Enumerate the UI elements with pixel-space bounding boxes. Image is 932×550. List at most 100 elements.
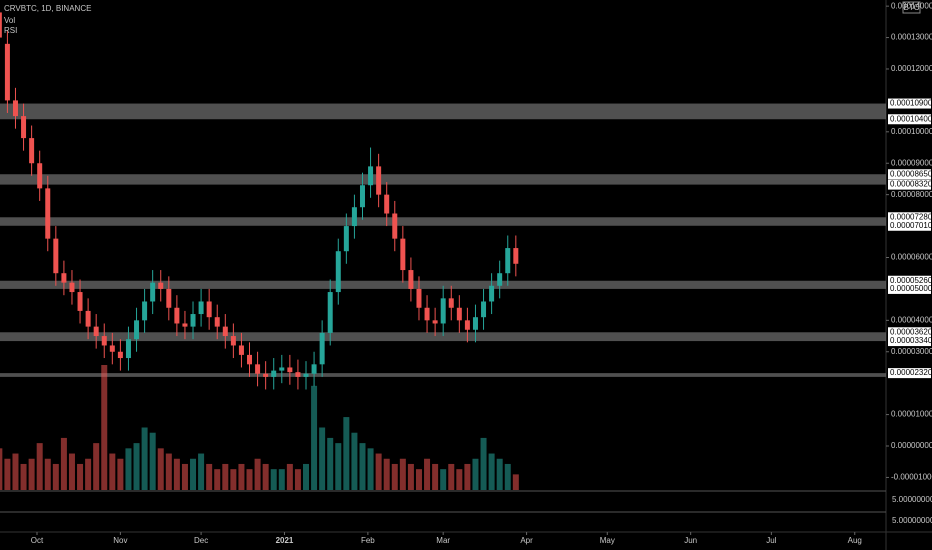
level-label-box xyxy=(888,169,931,180)
candle-body xyxy=(432,320,438,324)
volume-bar xyxy=(246,469,253,490)
y-tick-label: 0.00000000 xyxy=(891,441,932,450)
candle-body xyxy=(416,288,422,308)
volume-bar xyxy=(440,469,447,490)
candle-body xyxy=(408,270,414,289)
level-label-box xyxy=(888,275,931,286)
volume-bar xyxy=(383,458,390,490)
volume-bar xyxy=(125,448,132,490)
indicator-label: RSI xyxy=(4,26,17,35)
candle-body xyxy=(287,367,293,373)
candle-body xyxy=(343,226,349,252)
level-label: 0.00010900 xyxy=(890,99,932,108)
candle-body xyxy=(61,273,67,283)
x-tick-label: Nov xyxy=(113,536,127,545)
candle-body xyxy=(448,298,454,308)
x-tick-label: Dec xyxy=(194,536,208,545)
volume-bar xyxy=(294,469,301,490)
y-tick-label: 0.00009000 xyxy=(891,158,932,167)
candle-body xyxy=(222,326,228,337)
level-label: 0.00008320 xyxy=(890,180,932,189)
candle-body xyxy=(150,282,156,302)
candle-body xyxy=(400,238,406,271)
volume-bar xyxy=(512,474,519,490)
volume-bar xyxy=(254,458,261,490)
level-label-box xyxy=(888,179,931,190)
volume-bar xyxy=(327,437,334,490)
chart-title: CRVBTC, 1D, BINANCE xyxy=(4,4,91,13)
candle-body xyxy=(142,301,148,321)
candle-body xyxy=(327,292,333,333)
volume-bar xyxy=(311,385,318,490)
level-label-box xyxy=(888,283,931,294)
volume-bar xyxy=(464,463,471,490)
candle-body xyxy=(319,332,325,365)
candle-body xyxy=(85,310,91,327)
candle-body xyxy=(497,273,503,286)
level-label-box xyxy=(888,368,931,379)
volume-bar xyxy=(36,443,43,490)
rsi-tick-label: 5.00000000 xyxy=(892,516,932,525)
volume-bar xyxy=(117,458,124,490)
volume-bar xyxy=(77,463,84,490)
x-tick-label: Feb xyxy=(361,536,375,545)
volume-bar xyxy=(424,458,431,490)
candle-body xyxy=(247,354,253,365)
candle-body xyxy=(263,373,269,377)
volume-bar xyxy=(488,453,495,490)
y-tick-label: 0.00008000 xyxy=(891,190,932,199)
x-tick-label: May xyxy=(600,536,615,545)
y-tick-label: 0.00010000 xyxy=(891,127,932,136)
candle-body xyxy=(311,364,317,374)
candle-body xyxy=(255,364,261,374)
volume-bar xyxy=(391,463,398,490)
candle-body xyxy=(279,367,285,371)
zone xyxy=(0,332,886,342)
currency-badge xyxy=(902,1,921,14)
level-label: 0.00002320 xyxy=(890,368,932,377)
candle-body xyxy=(37,163,43,189)
volume-bar xyxy=(399,458,406,490)
candle-body xyxy=(238,345,244,355)
level-label-box xyxy=(888,336,931,347)
volume-bar xyxy=(496,458,503,490)
zone xyxy=(0,217,886,226)
candle-body xyxy=(12,100,18,117)
volume-bar xyxy=(190,458,197,490)
x-tick-label: Aug xyxy=(848,536,862,545)
volume-bar xyxy=(343,417,350,490)
candle-body xyxy=(45,188,51,239)
volume-bar xyxy=(12,453,19,490)
y-tick-label: 0.00013000 xyxy=(891,33,932,42)
y-tick-label: -0.00001000 xyxy=(891,473,932,482)
volume-bar xyxy=(415,469,422,490)
candle-body xyxy=(392,213,398,239)
volume-bar xyxy=(480,437,487,490)
volume-bar xyxy=(4,458,11,490)
currency-badge-text: BTC xyxy=(904,3,920,12)
candle-body xyxy=(134,320,140,340)
volume-bar xyxy=(101,365,108,490)
candle-body xyxy=(158,282,164,289)
volume-bar xyxy=(0,448,3,490)
x-tick-label: 2021 xyxy=(276,536,294,545)
volume-bar xyxy=(85,458,92,490)
candle-body xyxy=(174,307,180,324)
x-tick-label: Jun xyxy=(684,536,697,545)
volume-bar xyxy=(286,463,293,490)
candle-body xyxy=(456,307,462,321)
volume-bar xyxy=(270,469,277,490)
candle-body xyxy=(472,317,478,330)
volume-bar xyxy=(68,453,75,490)
candle-body xyxy=(351,207,357,227)
volume-bar xyxy=(206,463,213,490)
candle-body xyxy=(481,301,487,318)
volume-bar xyxy=(335,443,342,490)
volume-bar xyxy=(141,427,148,490)
level-label: 0.00003340 xyxy=(890,336,932,345)
candle-body xyxy=(101,336,107,346)
candle-body xyxy=(29,138,35,164)
volume-bar xyxy=(214,469,221,490)
volume-bar xyxy=(351,432,358,490)
candle-body xyxy=(21,116,27,139)
